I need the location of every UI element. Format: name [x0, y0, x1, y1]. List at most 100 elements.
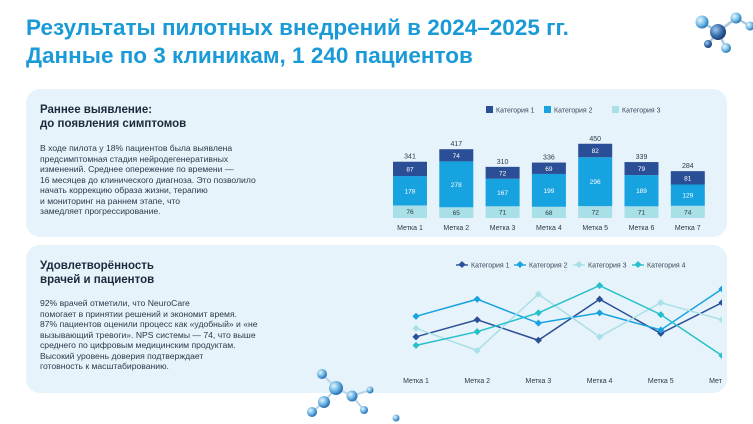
bar-segment [670, 171, 705, 185]
legend-swatch-3 [612, 106, 619, 113]
bar-segment [485, 206, 520, 218]
bar-value-label: 79 [638, 166, 646, 173]
x-tick-label: Метка 2 [464, 378, 490, 385]
data-point [412, 312, 420, 320]
molecule-decoration-bottom [307, 369, 400, 422]
early-detection-text-line: начать коррекцию образа жизни, терапию [40, 185, 208, 195]
legend-label-1: Категория 1 [496, 108, 535, 115]
bar-value-label: 189 [636, 188, 647, 195]
bar-segment [531, 173, 566, 207]
bar-value-label: 296 [590, 179, 601, 186]
page-title: Результаты пилотных внедрений в 2024–202… [26, 14, 666, 70]
bar-segment [393, 205, 427, 218]
satisfaction-text-line: Высокий уровень доверия подтверждает [40, 350, 204, 361]
data-point [534, 319, 542, 327]
bar-segment [624, 175, 659, 207]
bar-segment [485, 166, 520, 179]
stacked-bar-chart-svg: Категория 1 Категория 2 Категория 3 76 178 87… [393, 106, 705, 232]
satisfaction-text-line: вызывающий тревоги». NPS системы — 74, ч… [40, 329, 256, 340]
legend-label-3: Категория 3 [622, 108, 661, 115]
line-chart: Категория 1 Категория 2 Категория 3 Категор… [366, 255, 735, 391]
x-tick-label: Метка 5 [648, 378, 674, 385]
satisfaction-heading-line-2: врачей и пациентов [40, 274, 155, 286]
early-detection-text-line: и мониторинг на раннем этапе, что [40, 195, 181, 206]
legend-label-3: Категория 3 [588, 263, 627, 270]
x-tick-label: Метка 4 [536, 225, 562, 232]
bar-segment [624, 206, 659, 218]
data-point [657, 326, 665, 334]
legend-swatch-1 [486, 106, 493, 113]
bar-value-label: 74 [453, 153, 461, 160]
bar-value-label: 71 [638, 210, 646, 217]
bar-segment [578, 143, 613, 158]
bar-value-label: 167 [497, 190, 508, 197]
satisfaction-heading: Удовлетворённость врачей и пациентов [40, 259, 154, 287]
early-detection-text-line: 16 месяцев до клинического диагноза. Это… [40, 174, 256, 185]
satisfaction-text: 92% врачей отметили, что NeuroCare помог… [40, 298, 330, 372]
data-point [473, 295, 481, 303]
bar-segment [393, 161, 427, 177]
bar-total-label: 417 [450, 141, 462, 148]
bar-value-label: 72 [592, 210, 600, 217]
bar-segment [531, 162, 566, 174]
line-chart-svg: Категория 1 Категория 2 Категория 3 Категор… [403, 260, 735, 385]
bar-total-label: 336 [543, 155, 555, 162]
bar-value-label: 65 [453, 210, 461, 217]
satisfaction-text-line: готовность к масштабированию. [40, 361, 169, 371]
early-detection-card: Раннее выявление: до появления симптомов… [26, 89, 727, 237]
legend-marker-2 [516, 260, 524, 269]
early-detection-text-line: изменений. Среднее опережение по времени… [40, 164, 234, 174]
satisfaction-text-line: 87% пациентов оценили процесс как «удобн… [40, 319, 258, 329]
bar-segment [670, 205, 705, 218]
legend-label-2: Категория 2 [529, 263, 568, 270]
satisfaction-text-line: помогает в принятии решений и экономит в… [40, 308, 237, 319]
bar-value-label: 81 [684, 175, 692, 182]
bar-value-label: 69 [545, 166, 553, 173]
bar-value-label: 199 [543, 188, 554, 195]
satisfaction-text-line: 92% врачей отметили, что NeuroCare [40, 298, 190, 308]
title-line-1: Результаты пилотных внедрений в 2024–202… [26, 15, 569, 40]
data-point [412, 341, 420, 349]
title-line-2: Данные по 3 клиникам, 1 240 пациентов [26, 43, 473, 68]
legend-swatch-2 [544, 106, 551, 113]
x-tick-label: Метка 1 [397, 225, 423, 232]
data-point [412, 324, 420, 332]
bar-total-label: 339 [636, 154, 648, 161]
molecule-decoration-top [695, 12, 753, 53]
bar-total-label: 284 [682, 163, 694, 170]
bar-segment [439, 161, 474, 208]
legend-marker-1 [458, 260, 466, 269]
legend-label-1: Категория 1 [471, 263, 510, 270]
bar-total-label: 310 [497, 159, 509, 166]
data-point [657, 299, 665, 307]
bar-value-label: 82 [592, 148, 600, 155]
data-point [412, 333, 420, 341]
x-tick-label: Метка 1 [403, 378, 429, 385]
satisfaction-card: Удовлетворённость врачей и пациентов 92%… [26, 245, 735, 393]
data-point [718, 316, 726, 324]
bar-segment [624, 162, 659, 176]
data-point [718, 299, 726, 307]
satisfaction-text-line: среднего по цифровым медицинским продукт… [40, 340, 236, 350]
x-tick-label: Метка 2 [443, 225, 469, 232]
data-point [473, 346, 481, 355]
bar-segment [439, 149, 474, 162]
data-point [534, 309, 542, 317]
x-tick-label: Метка 3 [490, 225, 516, 232]
bar-value-label: 278 [451, 182, 462, 189]
bar-value-label: 68 [545, 210, 553, 217]
bar-segment [485, 178, 520, 207]
x-tick-label: Метка 6 [629, 225, 655, 232]
early-detection-text: В ходе пилота у 18% пациентов была выявл… [40, 143, 330, 217]
legend-label-4: Категория 4 [647, 263, 686, 270]
bar-value-label: 87 [406, 166, 414, 173]
series-line-3 [415, 293, 723, 352]
satisfaction-heading-line-1: Удовлетворённость [40, 260, 154, 272]
early-detection-text-line: предсимптомная стадия нейродегенеративны… [40, 153, 229, 164]
bar-segment [531, 206, 566, 218]
bar-value-label: 72 [499, 170, 507, 177]
bar-value-label: 74 [684, 209, 692, 216]
series-line-2 [415, 288, 723, 331]
series-line-1 [415, 298, 723, 342]
bar-value-label: 129 [682, 193, 693, 200]
